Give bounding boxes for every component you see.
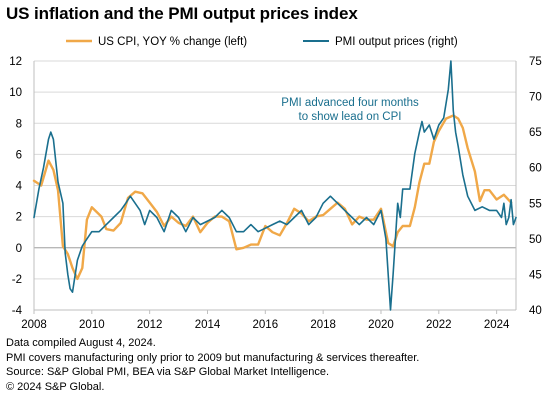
right-tick-label: 60: [529, 163, 542, 175]
source-notes: Data compiled August 4, 2024. PMI covers…: [6, 336, 419, 394]
x-tick-label: 2024: [484, 319, 510, 331]
gridlines: [34, 60, 516, 311]
left-tick-label: 12: [9, 56, 22, 68]
x-tick-label: 2018: [310, 319, 336, 331]
left-tick-label: 6: [16, 149, 22, 161]
right-tick-label: 45: [529, 269, 542, 281]
chart-title: US inflation and the PMI output prices i…: [6, 4, 358, 23]
x-tick-label: 2022: [426, 319, 452, 331]
note-source: Source: S&P Global PMI, BEA via S&P Glob…: [6, 366, 330, 379]
x-tick-label: 2020: [368, 319, 394, 331]
pmi-series-line: [33, 60, 517, 311]
right-tick-label: 50: [529, 234, 542, 246]
note-copyright: © 2024 S&P Global.: [6, 380, 105, 393]
annotation: PMI advanced four months to show lead on …: [281, 97, 419, 123]
right-tick-label: 40: [529, 305, 542, 317]
annotation-line-0: PMI advanced four months: [281, 97, 419, 109]
cpi-series-line: [32, 114, 513, 281]
left-tick-label: -2: [12, 274, 22, 286]
left-tick-label: 0: [16, 243, 22, 255]
note-compiled: Data compiled August 4, 2024.: [6, 337, 156, 349]
right-tick-label: 65: [529, 127, 542, 139]
left-tick-label: 2: [16, 212, 22, 224]
annotation-line-1: to show lead on CPI: [299, 111, 402, 123]
note-coverage: PMI covers manufacturing only prior to 2…: [6, 351, 420, 364]
right-tick-label: 70: [529, 92, 542, 104]
right-tick-label: 55: [529, 198, 542, 210]
right-tick-label: 75: [529, 56, 542, 68]
left-tick-label: 8: [16, 118, 22, 130]
x-tick-label: 2010: [79, 319, 105, 331]
left-tick-label: 10: [9, 87, 22, 99]
legend-label-1: PMI output prices (right): [335, 36, 458, 48]
left-tick-label: 4: [16, 181, 23, 193]
legend-label-0: US CPI, YOY % change (left): [98, 36, 247, 48]
series-lines: [32, 60, 517, 311]
axes: -4 -2 0 2 4 6 8 10 12 40 45 50 55 60 65 70 75 2008 2010 201…: [9, 56, 542, 331]
x-tick-label: 2012: [137, 319, 163, 331]
x-tick-label: 2016: [253, 319, 279, 331]
x-tick-label: 2014: [195, 319, 221, 331]
left-tick-label: -4: [12, 305, 23, 317]
x-tick-label: 2008: [21, 319, 47, 331]
legend: US CPI, YOY % change (left) PMI output pr…: [66, 36, 458, 48]
